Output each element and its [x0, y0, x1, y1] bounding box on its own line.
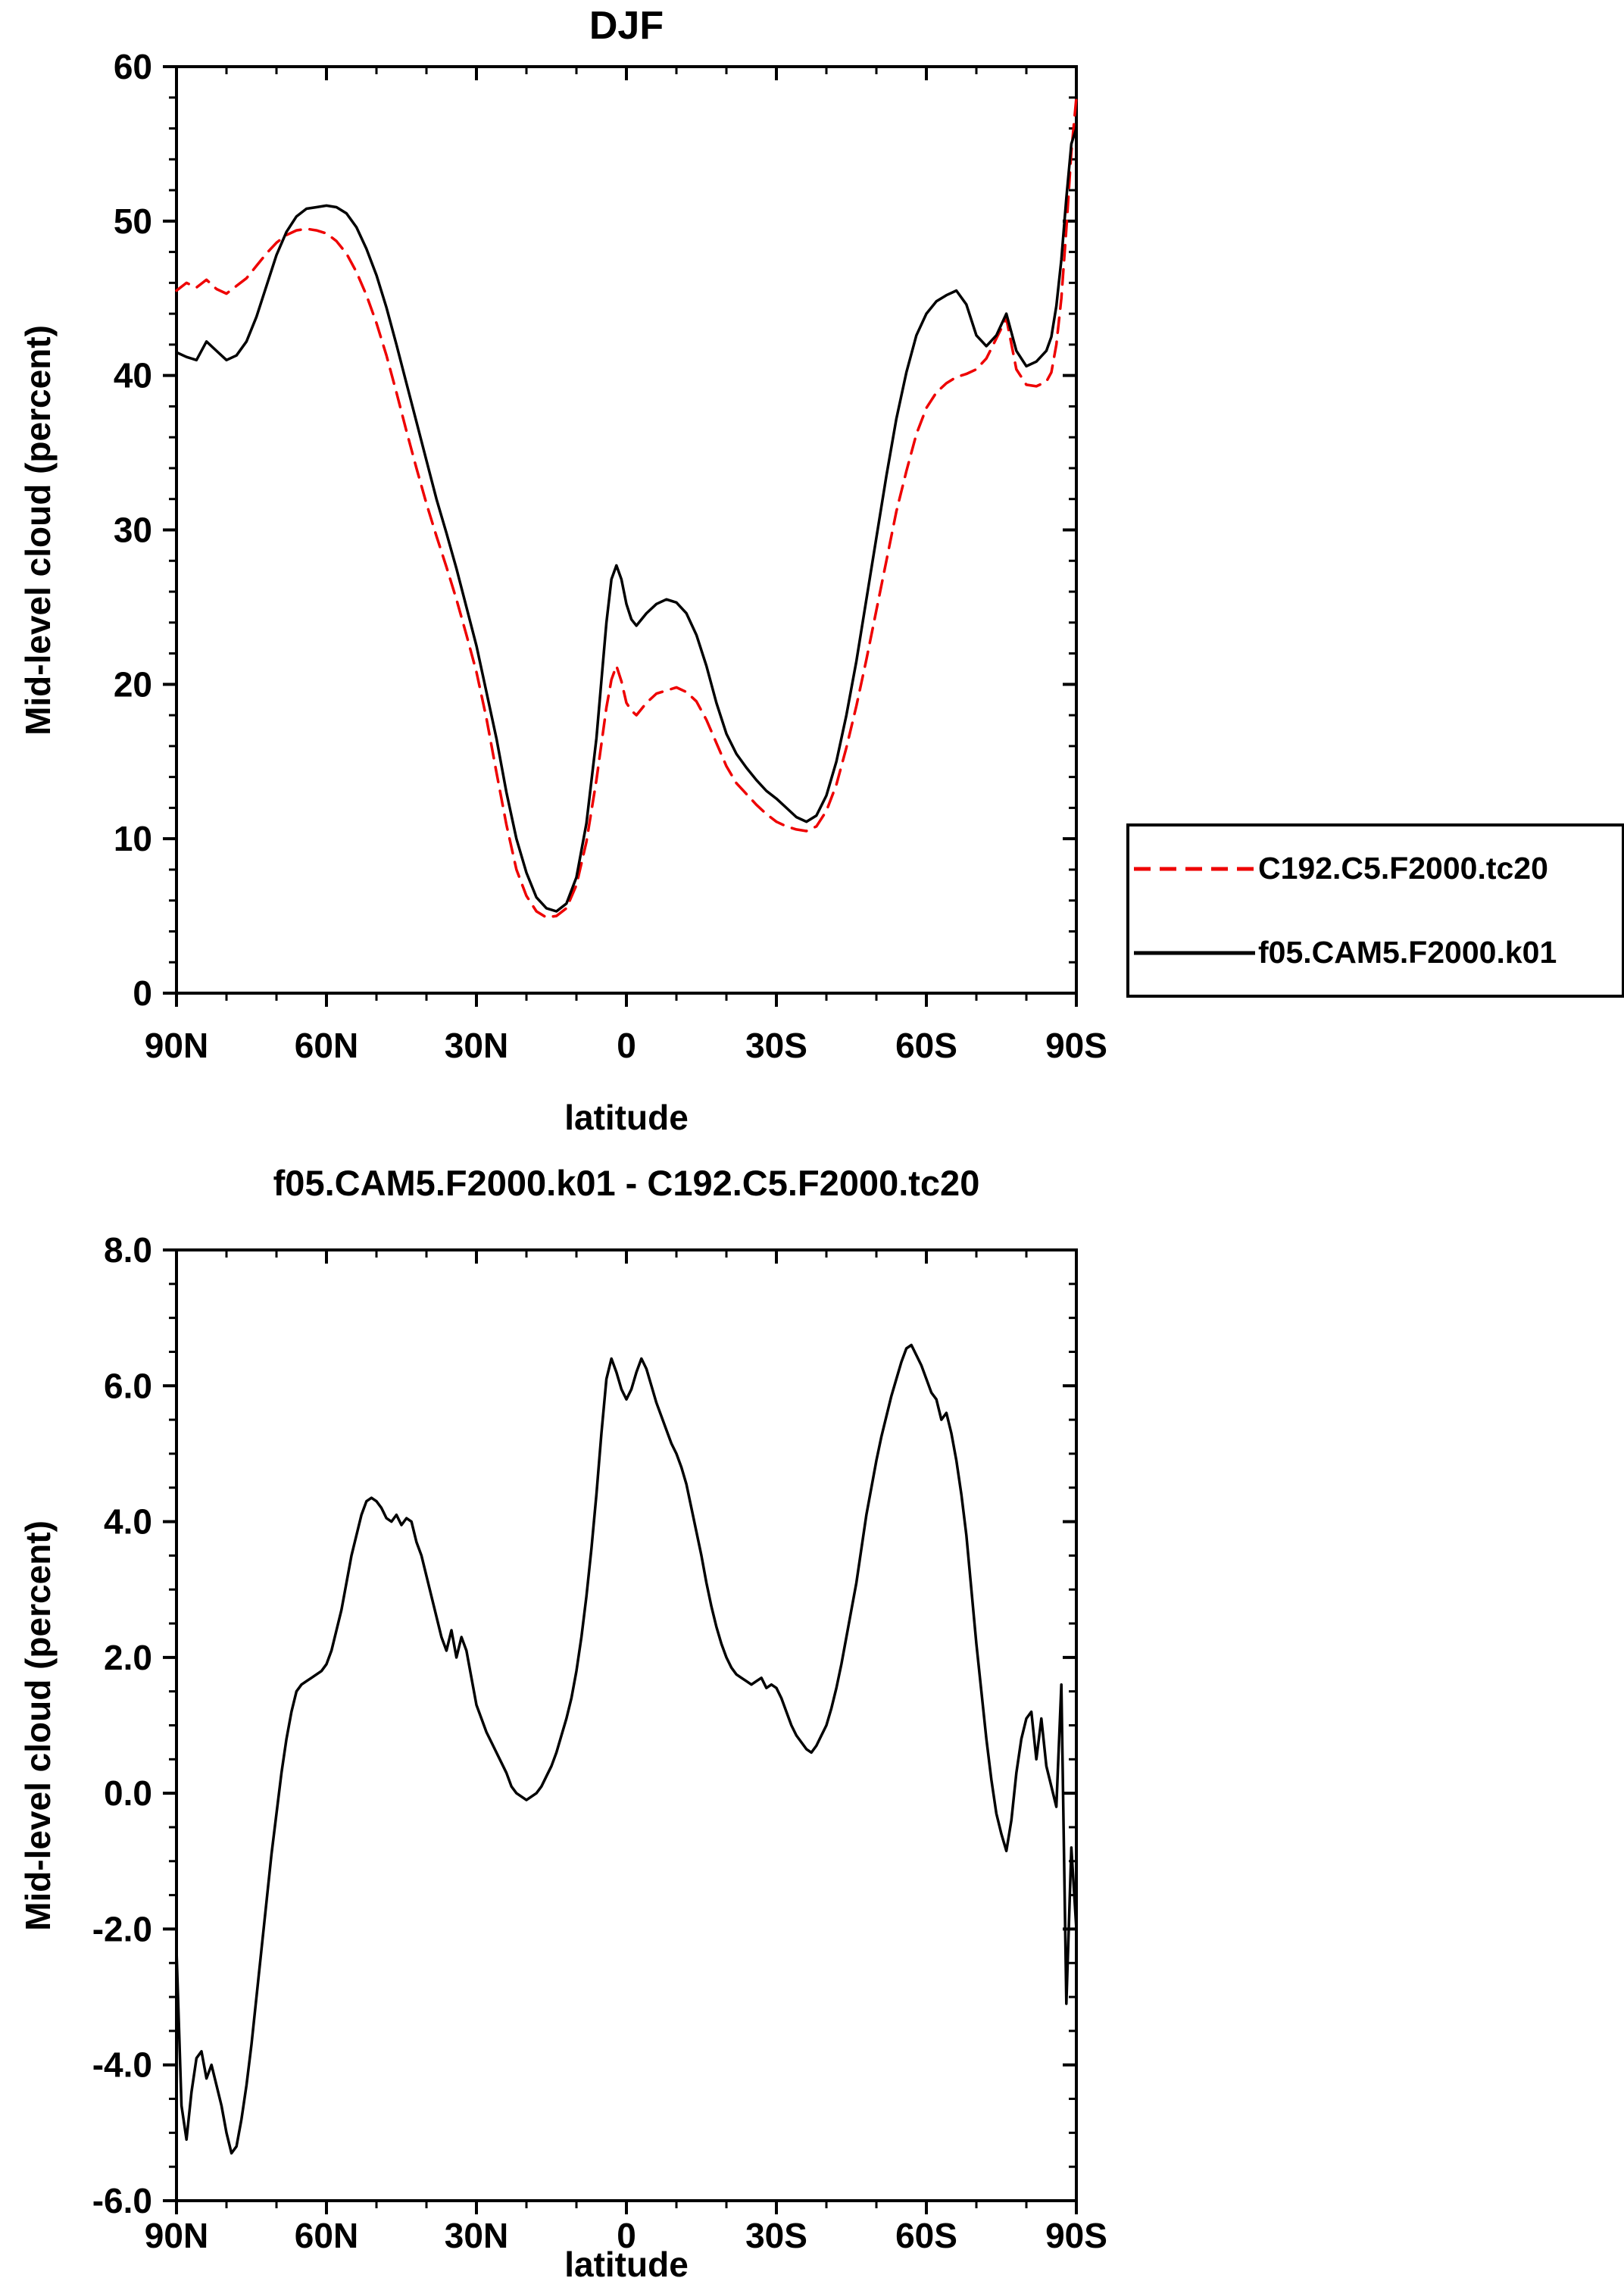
svg-text:40: 40 [114, 356, 152, 395]
legend-item-c192: C192.C5.F2000.tc20 [1129, 826, 1622, 911]
svg-text:10: 10 [114, 819, 152, 858]
legend-label-f05: f05.CAM5.F2000.k01 [1258, 935, 1557, 970]
difference-panel: 90N 60N 30N 0 30S 60S 90S 8.0 6.0 4.0 2.0 0.0 -2.0 -4… [92, 1230, 1107, 2255]
svg-text:50: 50 [114, 202, 152, 241]
series-C192.C5.F2000.tc20 [175, 96, 1078, 919]
svg-text:4.0: 4.0 [104, 1502, 152, 1542]
svg-text:20: 20 [114, 664, 152, 704]
svg-text:90S: 90S [1045, 1026, 1107, 1065]
svg-text:90N: 90N [145, 1026, 208, 1065]
svg-text:90S: 90S [1045, 2216, 1107, 2255]
legend-item-f05: f05.CAM5.F2000.k01 [1129, 911, 1622, 995]
svg-text:-4.0: -4.0 [92, 2045, 152, 2085]
svg-text:60S: 60S [895, 1026, 957, 1065]
svg-text:30S: 30S [745, 1026, 807, 1065]
svg-text:30N: 30N [445, 1026, 508, 1065]
svg-text:0: 0 [133, 973, 152, 1013]
legend: C192.C5.F2000.tc20 f05.CAM5.F2000.k01 [1126, 823, 1624, 998]
svg-text:0: 0 [617, 1026, 636, 1065]
svg-text:-2.0: -2.0 [92, 1909, 152, 1948]
svg-text:0.0: 0.0 [104, 1773, 152, 1813]
svg-text:6.0: 6.0 [104, 1366, 152, 1405]
svg-text:60S: 60S [895, 2216, 957, 2255]
djf-means-panel: 90N 60N 30N 0 30S 60S 90S 0 10 20 30 40 50 60 [114, 47, 1107, 1065]
svg-text:2.0: 2.0 [104, 1638, 152, 1677]
svg-text:60N: 60N [295, 2216, 358, 2255]
red-dashed-line-sample [1134, 867, 1255, 870]
difference-chart-title: f05.CAM5.F2000.k01 - C192.C5.F2000.tc20 [273, 1163, 980, 1203]
svg-text:90N: 90N [145, 2216, 208, 2255]
top-x-axis-label: latitude [564, 1098, 689, 1137]
svg-text:30S: 30S [745, 2216, 807, 2255]
svg-text:0: 0 [617, 2216, 636, 2255]
difference-x-axis-label: latitude [564, 2245, 689, 2281]
svg-text:30N: 30N [445, 2216, 508, 2255]
legend-label-c192: C192.C5.F2000.tc20 [1258, 851, 1548, 886]
svg-text:60N: 60N [295, 1026, 358, 1065]
black-solid-line-sample [1134, 951, 1255, 955]
svg-text:60: 60 [114, 47, 152, 86]
series-f05.CAM5.F2000.k01-minus-C192.C5.F2000.tc20 [175, 1343, 1078, 2155]
top-chart-title: DJF [589, 4, 664, 48]
series-f05.CAM5.F2000.k01 [175, 127, 1078, 913]
top-y-axis-label: Mid-level cloud (percent) [18, 325, 58, 736]
svg-text:8.0: 8.0 [104, 1230, 152, 1270]
difference-y-axis-label: Mid-level cloud (percent) [18, 1520, 58, 1931]
svg-text:30: 30 [114, 511, 152, 550]
svg-text:-6.0: -6.0 [92, 2181, 152, 2220]
